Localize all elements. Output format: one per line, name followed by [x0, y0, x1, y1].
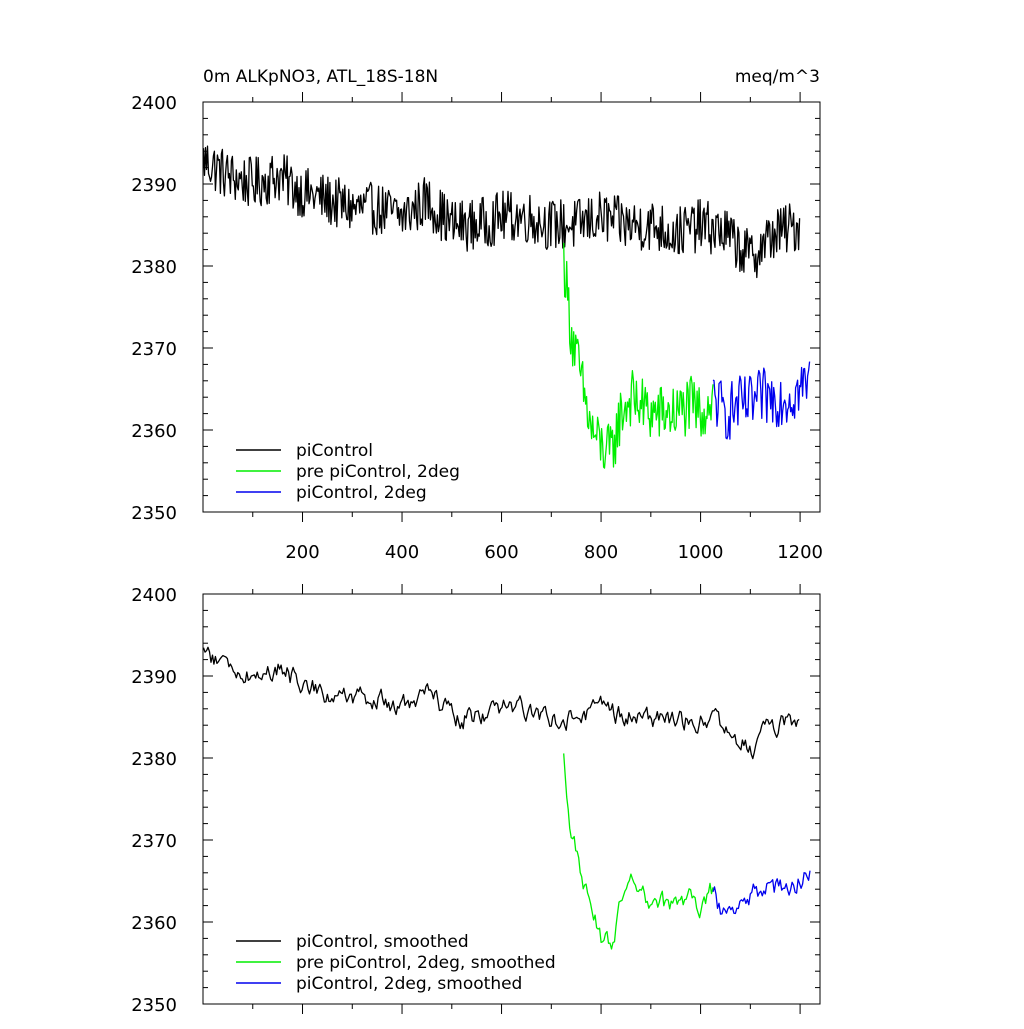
- legend: piControl pre piControl, 2deg piControl,…: [236, 441, 460, 503]
- top-panel: 0m ALKpNO3, ATL_18S-18N meq/m^3 2350 2360…: [131, 67, 823, 563]
- y-tick-label: 2350: [131, 503, 177, 524]
- y-tick-label: 2350: [131, 995, 177, 1016]
- series-line-1: [563, 753, 714, 950]
- series-line-2: [712, 361, 811, 440]
- y-tick-label: 2380: [131, 257, 177, 278]
- x-tick-label: 600: [484, 542, 518, 563]
- bottom-panel: 2350 2360 2370 2380 2390 2400 piControl, smoo…: [131, 584, 821, 1016]
- legend-entry-label: piControl: [296, 441, 373, 461]
- legend-entry-label: piControl, smoothed: [296, 932, 469, 952]
- y-tick-label: 2360: [131, 421, 177, 442]
- x-tick-label: 200: [285, 542, 319, 563]
- y-tick-label: 2390: [131, 175, 177, 196]
- units-label: meq/m^3: [735, 67, 820, 87]
- series-line-2: [712, 870, 811, 915]
- x-tick-label: 1200: [777, 542, 823, 563]
- y-axis: 2350 2360 2370 2380 2390 2400: [131, 93, 820, 524]
- series-line-0: [202, 646, 800, 760]
- series-line-0: [202, 145, 801, 279]
- series-line-1: [563, 242, 714, 469]
- y-tick-label: 2370: [131, 831, 177, 852]
- plot-frame: [202, 101, 821, 513]
- y-tick-label: 2400: [131, 93, 177, 114]
- y-tick-label: 2400: [131, 585, 177, 606]
- x-tick-label: 800: [584, 542, 618, 563]
- panel-title: 0m ALKpNO3, ATL_18S-18N: [203, 67, 438, 87]
- x-axis: [252, 584, 801, 1014]
- x-axis: 200 400 600 800 1000 1200: [252, 92, 823, 563]
- y-tick-label: 2370: [131, 339, 177, 360]
- legend-entry-label: piControl, 2deg, smoothed: [296, 974, 522, 994]
- plot-frame: [202, 593, 821, 1005]
- legend-entry-label: pre piControl, 2deg, smoothed: [296, 953, 556, 973]
- legend-entry-label: pre piControl, 2deg: [296, 462, 460, 482]
- y-tick-label: 2360: [131, 913, 177, 934]
- x-tick-label: 400: [385, 542, 419, 563]
- series-lines: [202, 646, 811, 950]
- y-tick-label: 2390: [131, 667, 177, 688]
- legend-entry-label: piControl, 2deg: [296, 483, 427, 503]
- y-tick-label: 2380: [131, 749, 177, 770]
- legend: piControl, smoothed pre piControl, 2deg,…: [236, 932, 556, 994]
- y-axis: 2350 2360 2370 2380 2390 2400: [131, 585, 820, 1016]
- series-lines: [202, 145, 811, 469]
- x-tick-label: 1000: [678, 542, 724, 563]
